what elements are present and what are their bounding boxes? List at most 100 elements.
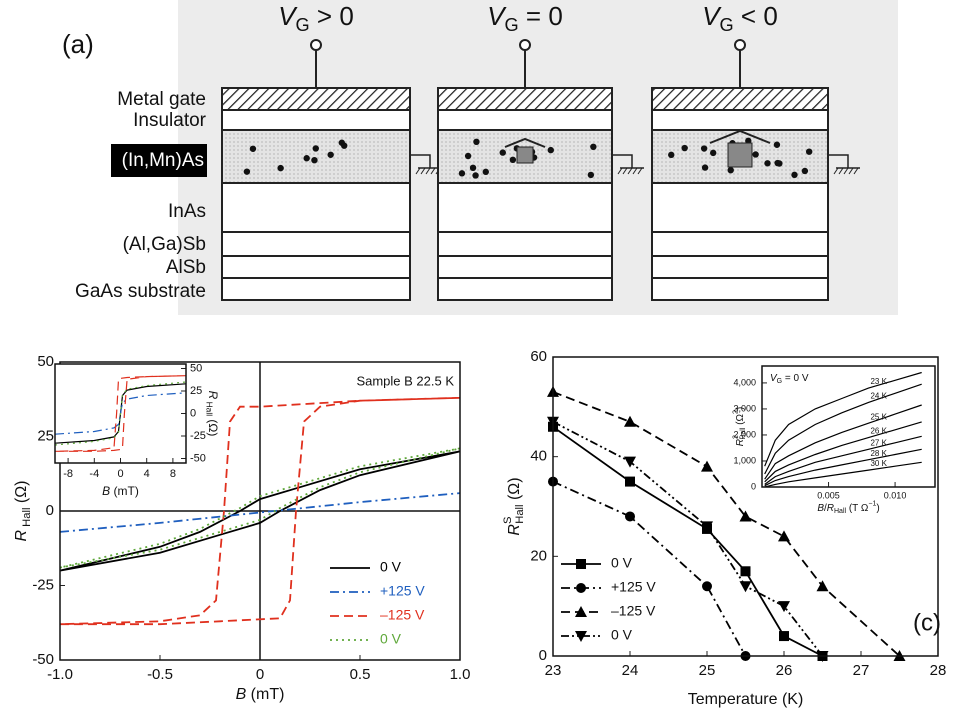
marker (778, 601, 790, 613)
text-part: V (278, 1, 298, 31)
layer (437, 182, 613, 233)
x-tick-label: -1.0 (47, 666, 73, 683)
text-part: V (487, 1, 507, 31)
x-tick-label: 27 (853, 662, 870, 679)
legend-label: 0 V (611, 627, 633, 643)
annotation: Sample B 22.5 K (356, 373, 454, 388)
line-label: 25 K (870, 412, 887, 421)
marker (624, 456, 636, 468)
carrier (773, 141, 781, 148)
x-axis-label: B (mT) (236, 686, 285, 703)
marker (739, 581, 752, 593)
plot-frame (761, 365, 936, 488)
y-tick-label: 25 (37, 427, 54, 444)
x-tick-label: 1.0 (450, 666, 471, 683)
gate-label: VG < 0 (702, 1, 778, 35)
ground-hatch (617, 167, 623, 175)
layer (651, 182, 829, 233)
y-tick-label: 4,000 (733, 377, 756, 387)
layer (651, 129, 829, 184)
x-tick-label: 28 (930, 662, 947, 679)
text-part: Hall (514, 504, 526, 523)
ground-hatch (430, 167, 436, 175)
legend-label: 0 V (380, 559, 402, 575)
text-part: R (735, 439, 746, 446)
domain-cap (709, 129, 771, 144)
ground-hatch (833, 167, 839, 175)
text-part: = 0 (519, 1, 563, 31)
plot-frame (59, 361, 461, 661)
x-tick-label: -8 (63, 468, 73, 480)
y-tick-label: 50 (190, 362, 202, 374)
layer-label: GaAs substrate (75, 281, 206, 302)
carrier (727, 166, 734, 174)
text-part: G (720, 15, 734, 35)
carrier (473, 138, 480, 146)
legend-label: –125 V (380, 607, 425, 623)
x-axis-label: B (mT) (102, 484, 139, 498)
text-part: B (102, 484, 110, 498)
line-label: 28 K (870, 449, 887, 458)
layer (221, 109, 411, 131)
marker (625, 476, 635, 487)
text-part: Hall (834, 508, 847, 515)
carrier (681, 144, 688, 152)
layer (221, 231, 411, 257)
text-part: V (770, 373, 778, 384)
layer-label: Metal gate (117, 89, 206, 110)
text-part: Hall (21, 508, 33, 530)
y-tick-label: -25 (32, 576, 54, 593)
marker (739, 510, 752, 522)
layer (651, 87, 829, 111)
marker (576, 583, 586, 593)
carrier (277, 164, 284, 172)
layer-label: (Al,Ga)Sb (123, 234, 206, 255)
layer (221, 87, 411, 111)
text-part: B (817, 503, 824, 514)
series-line (764, 371, 922, 467)
y-axis-label: R2Hall (Ω2) (732, 407, 747, 447)
carrier (752, 151, 759, 158)
layer-label: Insulator (133, 110, 207, 131)
layer (651, 231, 829, 257)
ground-hatch (622, 167, 628, 175)
text-part: S (502, 517, 514, 524)
domain (516, 146, 534, 164)
x-tick-label: 4 (144, 468, 150, 480)
text-part: R (13, 530, 30, 542)
series-line (764, 421, 922, 483)
marker (576, 559, 586, 569)
text-part: G (505, 15, 519, 35)
layer (437, 231, 613, 257)
carrier (590, 143, 597, 151)
legend-label: 0 V (611, 555, 633, 571)
charts: -1.0 -0.5 0 0.5 1.0 -50 -25 0 25 50 B (mT) R Hall (… (13, 348, 946, 708)
series-line (552, 480, 747, 657)
legend-label: +125 V (611, 579, 656, 595)
carrier (499, 149, 506, 156)
series-line (764, 448, 922, 487)
marker (779, 631, 789, 642)
line-label: 23 K (870, 377, 887, 386)
layer (437, 109, 613, 131)
text-part: G (296, 15, 310, 35)
ground-hatch (627, 167, 633, 175)
carrier (509, 156, 517, 164)
line-label: 30 K (870, 459, 887, 468)
carrier (243, 168, 251, 175)
layer-labels: Metal gate Insulator (In,Mn)As InAs (Al,… (75, 89, 207, 302)
text-part: Hall (740, 427, 747, 440)
annotation: VG = 0 V (770, 373, 809, 385)
y-tick-label: 0 (539, 647, 547, 664)
carrier (312, 145, 319, 152)
carrier (805, 148, 813, 155)
carrier (303, 155, 310, 162)
x-tick-label: 0.010 (884, 490, 907, 500)
legend-label: +125 V (380, 583, 425, 599)
carrier (745, 137, 752, 145)
text-part: ) (735, 407, 746, 410)
x-tick-label: 8 (170, 468, 176, 480)
carrier (587, 171, 595, 179)
carrier (482, 168, 489, 176)
x-tick-label: 26 (776, 662, 793, 679)
